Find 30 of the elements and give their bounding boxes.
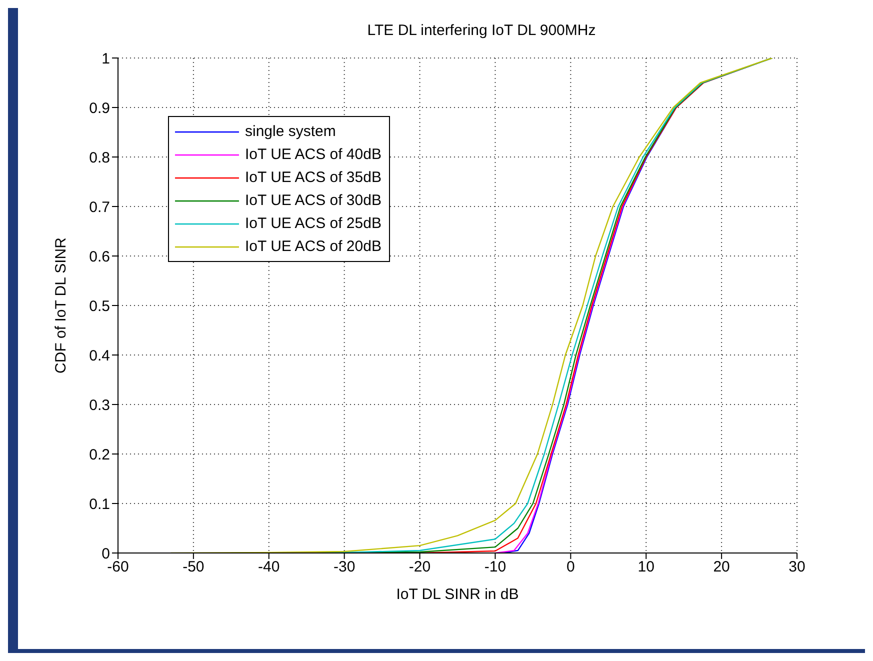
y-axis-title: CDF of IoT DL SINR xyxy=(52,237,70,374)
y-tick-label: 0.5 xyxy=(89,298,110,315)
x-tick-label: -40 xyxy=(258,558,280,576)
y-tick-label: 0.1 xyxy=(89,496,110,513)
x-tick-label: -20 xyxy=(408,558,431,576)
legend-label: single system xyxy=(245,122,336,142)
x-tick-label: -10 xyxy=(484,558,506,576)
x-tick-label: -60 xyxy=(107,558,129,576)
chart-title: LTE DL interfering IoT DL 900MHz xyxy=(367,22,596,39)
x-tick-label: -50 xyxy=(182,558,204,576)
y-tick-label: 0.6 xyxy=(89,248,110,266)
x-axis-title: IoT DL SINR in dB xyxy=(396,586,519,603)
legend-label: IoT UE ACS of 20dB xyxy=(245,237,382,257)
y-tick-label: 0.9 xyxy=(89,100,110,117)
y-tick-label: 0.2 xyxy=(89,446,110,464)
y-tick-label: 0.7 xyxy=(89,198,110,216)
y-tick-label: 1 xyxy=(102,50,110,68)
y-tick-label: 0 xyxy=(102,545,110,562)
x-tick-label: 20 xyxy=(713,558,730,576)
y-tick-label: 0.8 xyxy=(89,149,110,166)
x-tick-label: 10 xyxy=(638,558,654,576)
legend-label: IoT UE ACS of 25dB xyxy=(245,214,382,234)
x-tick-label: 0 xyxy=(566,558,575,576)
x-tick-label: 30 xyxy=(788,558,806,576)
legend-label: IoT UE ACS of 40dB xyxy=(245,145,382,165)
y-tick-label: 0.3 xyxy=(89,396,110,414)
legend-label: IoT UE ACS of 35dB xyxy=(245,168,382,188)
y-tick-label: 0.4 xyxy=(89,347,110,364)
x-tick-label: -30 xyxy=(333,558,356,576)
legend-label: IoT UE ACS of 30dB xyxy=(245,191,382,211)
